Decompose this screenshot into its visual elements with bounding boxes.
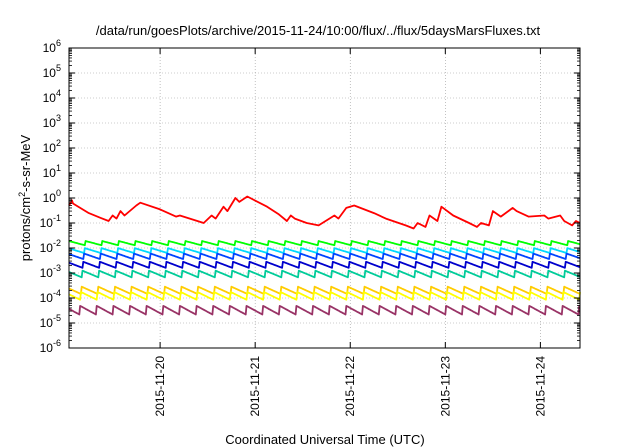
y-tick-exponent: -3: [53, 263, 61, 273]
y-tick-exponent: -1: [53, 213, 61, 223]
y-tick-exponent: -5: [53, 313, 61, 323]
y-tick-label: 10-3: [40, 263, 61, 280]
y-tick-label: 102: [43, 138, 61, 155]
y-tick-base: 10: [43, 91, 57, 105]
y-tick-label: 10-4: [40, 288, 61, 305]
x-tick-label: 2015-11-23: [438, 356, 452, 417]
y-tick-label: 103: [43, 113, 61, 130]
series-layer: [68, 195, 581, 316]
y-tick-base: 10: [40, 341, 54, 355]
y-tick-base: 10: [43, 116, 57, 130]
y-tick-label: 101: [43, 163, 61, 180]
y-tick-base: 10: [40, 316, 54, 330]
y-tick-base: 10: [43, 166, 57, 180]
y-tick-exponent: 2: [56, 138, 61, 148]
y-axis-title-sup: 2: [17, 192, 27, 197]
y-tick-base: 10: [40, 241, 54, 255]
y-axis-ticks: 10-610-510-410-310-210-11001011021031041…: [40, 38, 580, 355]
chart-title: /data/run/goesPlots/archive/2015-11-24/1…: [96, 23, 541, 38]
x-tick-label: 2015-11-20: [153, 356, 167, 417]
series-line-9: [68, 304, 581, 316]
y-tick-label: 10-6: [40, 338, 61, 355]
y-tick-base: 10: [43, 41, 57, 55]
y-tick-exponent: 5: [56, 63, 61, 73]
y-tick-base: 10: [40, 216, 54, 230]
y-tick-exponent: -2: [53, 238, 61, 248]
y-tick-label: 106: [43, 38, 61, 55]
y-tick-base: 10: [43, 191, 57, 205]
y-tick-base: 10: [40, 291, 54, 305]
y-tick-exponent: -6: [53, 338, 61, 348]
y-tick-base: 10: [43, 141, 57, 155]
y-tick-label: 105: [43, 63, 61, 80]
y-tick-base: 10: [43, 66, 57, 80]
y-tick-exponent: 4: [56, 88, 61, 98]
series-line-7: [68, 285, 581, 295]
series-line-8: [68, 291, 581, 301]
x-axis-ticks: 2015-11-20 2015-11-21 2015-11-22 2015-11-23…: [153, 48, 547, 417]
grid: [69, 48, 580, 348]
series-line-2: [68, 240, 581, 247]
y-tick-label: 10-2: [40, 238, 61, 255]
x-tick-label: 2015-11-24: [533, 356, 547, 417]
y-tick-exponent: -4: [53, 288, 61, 298]
y-axis-title: protons/cm2-s-sr-MeV: [17, 134, 33, 261]
series-line-3: [68, 247, 581, 254]
x-axis-title: Coordinated Universal Time (UTC): [225, 432, 424, 447]
y-tick-exponent: 3: [56, 113, 61, 123]
y-tick-label: 100: [43, 188, 61, 205]
y-tick-exponent: 6: [56, 38, 61, 48]
series-line-6: [68, 269, 581, 279]
y-tick-base: 10: [40, 266, 54, 280]
y-tick-label: 10-5: [40, 313, 61, 330]
x-tick-label: 2015-11-22: [343, 356, 357, 417]
series-line-4: [68, 252, 581, 260]
x-tick-label: 2015-11-21: [248, 356, 262, 417]
y-tick-exponent: 0: [56, 188, 61, 198]
series-line-5: [68, 260, 581, 269]
y-axis-title-prefix: protons/cm: [18, 197, 33, 261]
series-line-1: [68, 195, 581, 230]
y-tick-label: 10-1: [40, 213, 61, 230]
y-tick-label: 104: [43, 88, 61, 105]
y-axis-title-suffix: -s-sr-MeV: [18, 134, 33, 191]
y-tick-exponent: 1: [56, 163, 61, 173]
